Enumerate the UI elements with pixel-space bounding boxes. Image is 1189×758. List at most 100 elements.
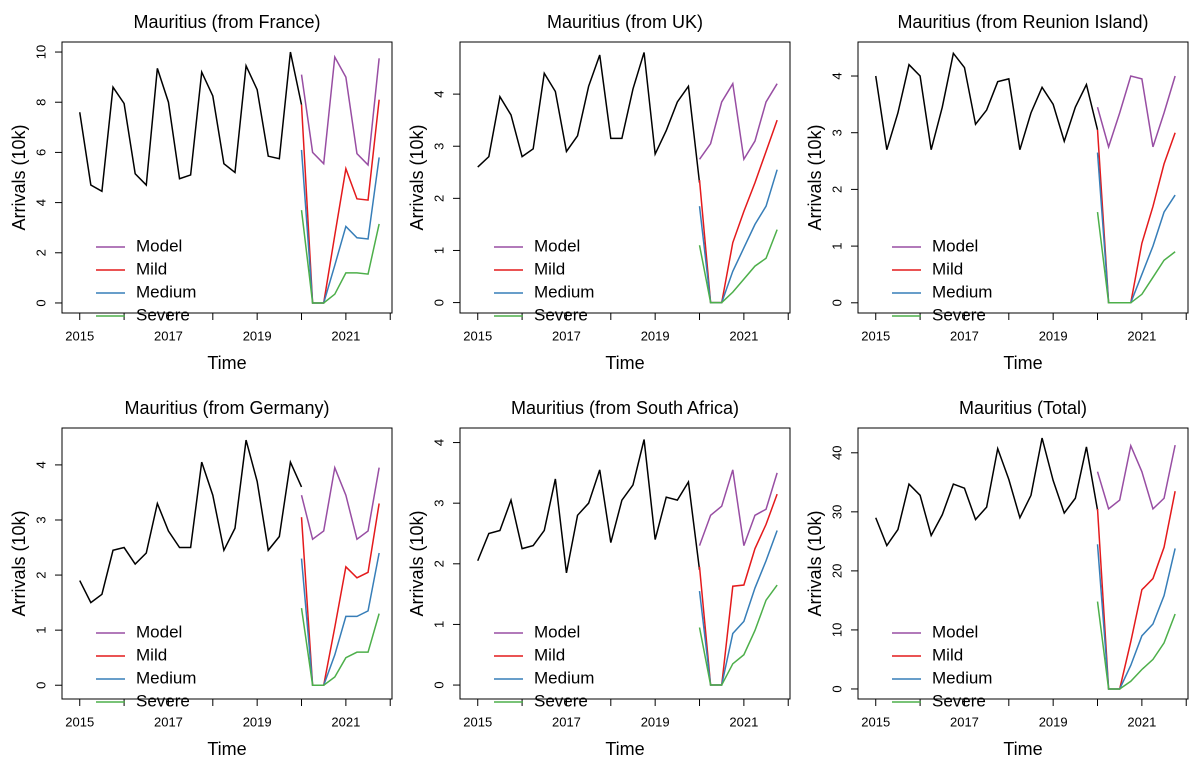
history-line [875, 437, 1099, 548]
legend-label: Mild [932, 259, 963, 278]
legend-label: Medium [932, 668, 992, 687]
history-line [477, 439, 701, 574]
y-tick-label: 3 [33, 516, 48, 523]
x-tick-label: 2017 [552, 328, 581, 343]
y-axis-title: Arrivals (10k) [805, 124, 825, 230]
x-tick-label: 2015 [861, 328, 890, 343]
legend-label: Model [136, 622, 182, 641]
y-tick-label: 4 [33, 461, 48, 468]
y-tick-label: 1 [829, 242, 844, 249]
scenario-line [1096, 75, 1176, 150]
panel-title: Mauritius (from Reunion Island) [897, 12, 1148, 32]
scenario-line [1096, 129, 1176, 304]
legend-label: Medium [136, 668, 196, 687]
y-axis-title: Arrivals (10k) [407, 510, 427, 616]
scenario-line [1096, 152, 1176, 304]
y-tick-label: 3 [829, 129, 844, 136]
y-tick-label: 4 [33, 199, 48, 206]
y-tick-label: 20 [829, 564, 844, 578]
panel-title: Mauritius (from France) [133, 12, 320, 32]
panel: Mauritius (from France) Time Arrivals (10k… [9, 12, 393, 373]
panel: Mauritius (from South Africa) Time Arrival… [407, 398, 791, 758]
plot-frame [857, 427, 1189, 700]
scenario-line [1096, 443, 1176, 511]
x-tick-label: 2019 [1039, 328, 1068, 343]
history-line [79, 51, 303, 193]
y-tick-label: 2 [431, 195, 446, 202]
y-tick-label: 30 [829, 505, 844, 519]
y-tick-label: 0 [431, 299, 446, 306]
scenario-line [300, 210, 380, 304]
legend-label: Mild [136, 645, 167, 664]
x-tick-label: 2017 [552, 714, 581, 729]
panel-title: Mauritius (Total) [959, 398, 1087, 418]
x-tick-label: 2021 [1127, 328, 1156, 343]
legend-label: Severe [534, 305, 588, 324]
panel-title: Mauritius (from Germany) [124, 398, 329, 418]
scenario-line [698, 469, 778, 546]
scenario-line [698, 530, 778, 686]
scenario-line [698, 584, 778, 686]
legend-label: Severe [932, 691, 986, 710]
y-tick-label: 0 [33, 299, 48, 306]
legend-label: Medium [534, 282, 594, 301]
x-tick-label: 2021 [729, 714, 758, 729]
x-tick-label: 2017 [950, 714, 979, 729]
x-tick-label: 2021 [331, 328, 360, 343]
y-tick-label: 4 [829, 72, 844, 79]
y-tick-label: 2 [33, 249, 48, 256]
legend-label: Medium [136, 282, 196, 301]
y-axis-title: Arrivals (10k) [805, 510, 825, 616]
x-tick-label: 2017 [154, 714, 183, 729]
y-tick-label: 6 [33, 149, 48, 156]
x-axis-title: Time [1003, 353, 1042, 373]
x-axis-title: Time [207, 353, 246, 373]
x-tick-label: 2015 [65, 328, 94, 343]
x-tick-label: 2021 [729, 328, 758, 343]
panel: Mauritius (from Germany) Time Arrivals (10… [9, 398, 393, 758]
scenario-line [300, 608, 380, 686]
scenario-line [1096, 491, 1176, 690]
legend-label: Severe [136, 305, 190, 324]
x-axis-title: Time [605, 353, 644, 373]
y-tick-label: 2 [33, 571, 48, 578]
y-axis-title: Arrivals (10k) [407, 124, 427, 230]
panel: Mauritius (from UK) Time Arrivals (10k) 0 1 2… [407, 12, 791, 373]
y-tick-label: 2 [431, 560, 446, 567]
x-axis-title: Time [605, 739, 644, 758]
scenario-line [300, 149, 380, 304]
scenario-line [698, 169, 778, 304]
x-tick-label: 2019 [641, 714, 670, 729]
y-tick-label: 0 [33, 682, 48, 689]
scenario-line [300, 99, 380, 304]
y-tick-label: 40 [829, 446, 844, 460]
y-tick-label: 4 [431, 439, 446, 446]
plot-frame [61, 427, 393, 700]
x-tick-label: 2015 [463, 328, 492, 343]
legend-label: Mild [136, 259, 167, 278]
y-axis-title: Arrivals (10k) [9, 510, 29, 616]
y-tick-label: 3 [431, 500, 446, 507]
y-tick-label: 1 [33, 627, 48, 634]
scenario-line [300, 54, 380, 167]
x-tick-label: 2017 [154, 328, 183, 343]
legend-label: Model [534, 236, 580, 255]
scenario-line [698, 229, 778, 304]
y-tick-label: 4 [431, 90, 446, 97]
y-tick-label: 3 [431, 143, 446, 150]
y-tick-label: 0 [431, 681, 446, 688]
history-line [477, 52, 701, 183]
y-tick-label: 0 [829, 685, 844, 692]
panel-title: Mauritius (from UK) [547, 12, 703, 32]
y-tick-label: 1 [431, 247, 446, 254]
x-tick-label: 2019 [243, 328, 272, 343]
legend-label: Model [136, 236, 182, 255]
plot-frame [857, 41, 1189, 314]
history-line [79, 439, 303, 604]
legend-label: Severe [136, 691, 190, 710]
panel: Mauritius (Total) Time Arrivals (10k) 0 10 20… [805, 398, 1189, 758]
y-tick-label: 0 [829, 299, 844, 306]
x-axis-title: Time [1003, 739, 1042, 758]
panel-title: Mauritius (from South Africa) [511, 398, 739, 418]
